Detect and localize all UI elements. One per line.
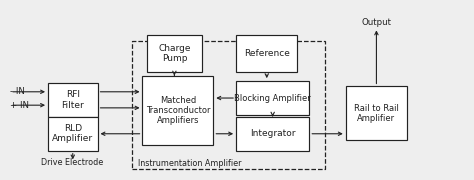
Text: - IN: - IN: [10, 87, 25, 96]
Text: Drive Electrode: Drive Electrode: [41, 158, 104, 167]
Bar: [236, 117, 310, 151]
Text: RFI
Filter: RFI Filter: [62, 90, 84, 109]
Bar: [48, 83, 98, 117]
Text: Integrator: Integrator: [250, 129, 295, 138]
Text: Charge
Pump: Charge Pump: [158, 44, 191, 63]
Bar: [236, 81, 310, 115]
Bar: [346, 86, 407, 140]
Bar: [143, 76, 213, 145]
Text: Output: Output: [361, 18, 392, 27]
Text: Matched
Transconductor
Amplifiers: Matched Transconductor Amplifiers: [146, 96, 210, 125]
Bar: [48, 117, 98, 151]
Text: Blocking Amplifier: Blocking Amplifier: [234, 94, 311, 103]
Text: Reference: Reference: [244, 49, 290, 58]
Text: + IN: + IN: [10, 101, 29, 110]
Bar: [147, 35, 201, 72]
Bar: [236, 35, 298, 72]
Bar: [132, 41, 325, 170]
Text: Rail to Rail
Amplifier: Rail to Rail Amplifier: [354, 103, 399, 123]
Text: Instrumentation Amplifier: Instrumentation Amplifier: [138, 159, 241, 168]
Text: RLD
Amplifier: RLD Amplifier: [52, 124, 93, 143]
